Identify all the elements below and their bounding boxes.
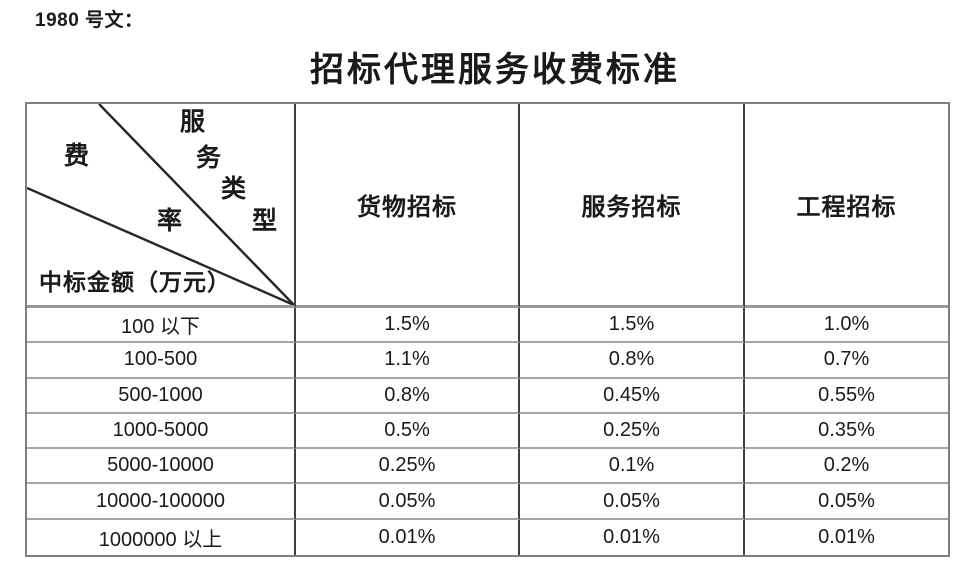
- corner-amount-label: 中标金额（万元）: [39, 270, 231, 295]
- table-row: 1000000 以上 0.01% 0.01% 0.01%: [27, 519, 948, 555]
- amount-range-cell: 5000-10000: [27, 449, 296, 485]
- works-rate-cell: 0.55%: [745, 379, 948, 414]
- goods-rate-cell: 0.8%: [296, 378, 520, 414]
- amount-range-cell: 100-500: [27, 343, 296, 379]
- table-header-row: 服 务 类 型 费 率 中标金额（万元） 货物招标 服务招标 工程招标: [27, 104, 948, 308]
- column-header-services: 服务招标: [581, 195, 682, 221]
- goods-rate-cell: 0.01%: [296, 519, 520, 555]
- diagonal-lines: [27, 104, 294, 305]
- services-rate-cell: 0.01%: [520, 519, 745, 555]
- works-rate-cell: 0.35%: [745, 414, 948, 450]
- amount-range-cell: 1000-5000: [27, 413, 296, 450]
- corner-fee-rate-char: 费: [64, 143, 90, 170]
- works-rate-cell: 0.05%: [745, 484, 948, 520]
- goods-rate-cell: 1.5%: [296, 308, 520, 344]
- table-row: 100-500 1.1% 0.8% 0.7%: [27, 343, 948, 379]
- table-row: 10000-100000 0.05% 0.05% 0.05%: [27, 484, 948, 520]
- column-header-goods: 货物招标: [357, 195, 457, 221]
- works-rate-cell: 0.01%: [818, 525, 875, 548]
- diagonal-header-cell: 服 务 类 型 费 率 中标金额（万元）: [27, 104, 296, 308]
- corner-service-type-char: 服: [180, 109, 206, 136]
- goods-rate-cell: 0.5%: [296, 413, 520, 450]
- corner-service-type-char: 型: [252, 208, 278, 235]
- services-rate-cell: 0.8%: [520, 343, 745, 379]
- doc-ref-number: 1980 号文：: [35, 10, 144, 31]
- goods-rate-cell: 1.1%: [296, 343, 520, 379]
- table-row: 1000-5000 0.5% 0.25% 0.35%: [27, 413, 948, 450]
- services-rate-cell: 0.25%: [520, 413, 745, 450]
- table-row: 5000-10000 0.25% 0.1% 0.2%: [27, 449, 948, 485]
- services-rate-cell: 0.1%: [520, 449, 745, 485]
- services-rate-cell: 0.45%: [520, 378, 745, 414]
- amount-range-cell: 100 以下: [27, 308, 296, 344]
- goods-rate-cell: 0.25%: [296, 449, 520, 485]
- corner-service-type-char: 类: [221, 176, 247, 203]
- corner-fee-rate-char: 率: [157, 208, 183, 235]
- services-rate-cell: 0.05%: [520, 484, 745, 520]
- works-rate-cell: 0.7%: [745, 343, 948, 379]
- page-title: 招标代理服务收费标准: [310, 52, 680, 89]
- column-header-works: 工程招标: [796, 195, 897, 221]
- table-row: 500-1000 0.8% 0.45% 0.55%: [27, 378, 948, 414]
- works-rate-cell: 0.2%: [745, 449, 948, 485]
- services-rate-cell: 1.5%: [520, 308, 745, 344]
- fee-table: 服 务 类 型 费 率 中标金额（万元） 货物招标 服务招标 工程招标 100 …: [25, 102, 950, 557]
- amount-range-cell: 10000-100000: [27, 484, 296, 520]
- amount-range-cell: 500-1000: [27, 378, 296, 414]
- corner-service-type-char: 务: [196, 145, 222, 172]
- goods-rate-cell: 0.05%: [296, 484, 520, 520]
- table-row: 100 以下 1.5% 1.5% 1.0%: [27, 308, 948, 344]
- amount-range-cell: 1000000 以上: [27, 519, 296, 555]
- works-rate-cell: 1.0%: [745, 308, 948, 344]
